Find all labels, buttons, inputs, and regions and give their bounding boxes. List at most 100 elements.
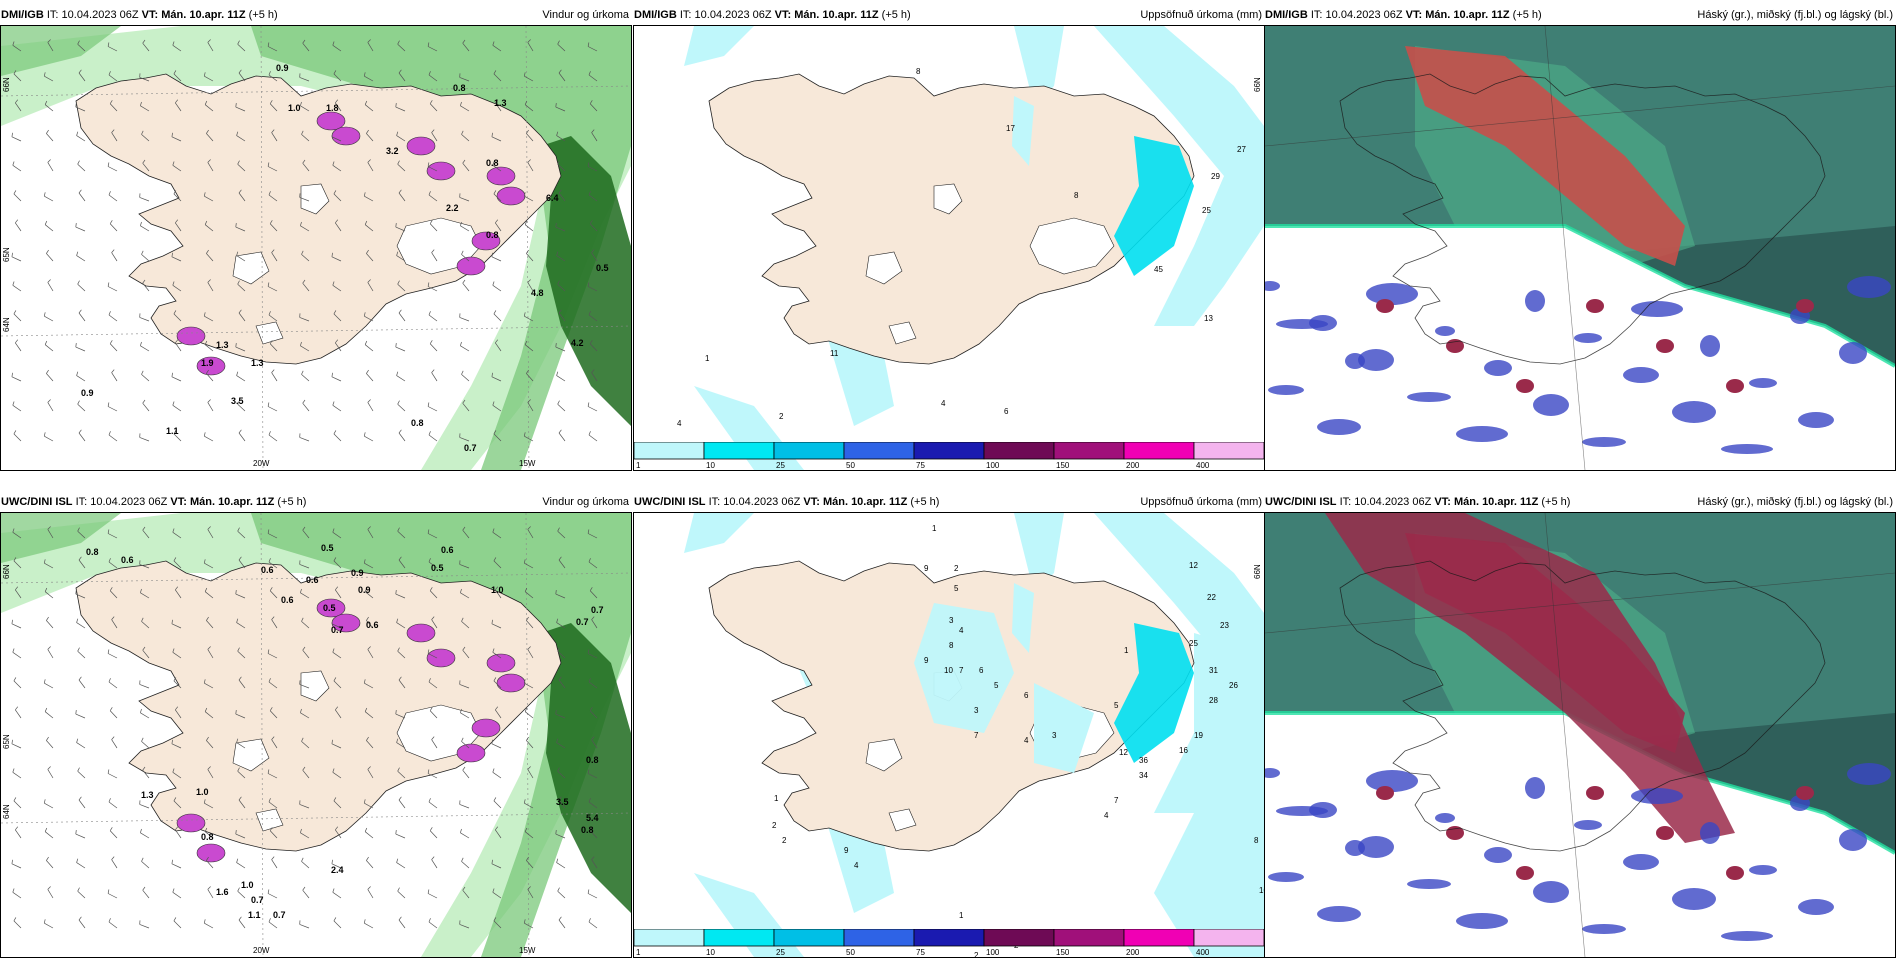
value-label: 1 [932, 524, 937, 533]
colorbar-swatch [1124, 442, 1194, 459]
colorbar-swatch [634, 929, 704, 946]
product-title: Uppsöfnuð úrkoma (mm) [1140, 492, 1262, 512]
it-value: 10.04.2023 06Z [723, 496, 800, 508]
value-label: 6 [1024, 691, 1029, 700]
value-label: 3 [949, 616, 954, 625]
colorbar-label: 10 [706, 461, 715, 470]
source-label: UWC/DINI ISL [1265, 496, 1337, 508]
value-label: 4 [1024, 736, 1029, 745]
it-value: 10.04.2023 06Z [1326, 9, 1403, 21]
panel-header: UWC/DINI ISL IT: 10.04.2023 06Z VT: Mán.… [0, 492, 632, 512]
colorbar-label: 100 [986, 948, 1000, 957]
map-area [1264, 25, 1896, 471]
colorbar-label: 10 [706, 948, 715, 957]
it-label: IT: [709, 496, 721, 508]
value-label: 1.0 [288, 103, 301, 113]
value-label: 4 [854, 861, 859, 870]
colorbar-swatch [844, 929, 914, 946]
value-label: 1.3 [141, 790, 154, 800]
value-label: 17 [1006, 124, 1015, 133]
colorbar-swatch [1054, 929, 1124, 946]
colorbar-label: 50 [846, 948, 855, 957]
value-label: 0.7 [251, 895, 264, 905]
lead-time: (+5 h) [882, 9, 911, 21]
value-label: 10 [944, 666, 953, 675]
product-title: Háský (gr.), miðský (fj.bl.) og lágský (… [1697, 5, 1893, 25]
colorbar-label: 200 [1126, 948, 1140, 957]
vt-label: VT: [142, 9, 159, 21]
value-label: 0.8 [586, 755, 599, 765]
vt-value: Mán. 10.apr. 11Z [823, 496, 907, 508]
value-label: 25 [1189, 639, 1198, 648]
value-label: 0.6 [261, 565, 274, 575]
value-label: 0.6 [441, 545, 454, 555]
lead-time: (+5 h) [910, 496, 939, 508]
it-value: 10.04.2023 06Z [62, 9, 139, 21]
map-svg: 0.80.60.50.90.60.90.50.60.70.71.00.70.50… [1, 513, 631, 957]
value-label: 12 [1189, 561, 1198, 570]
value-label: 0.5 [431, 563, 444, 573]
map-panel-wind: DMI/IGB IT: 10.04.2023 06Z VT: Mán. 10.a… [0, 5, 632, 471]
lead-time: (+5 h) [249, 9, 278, 21]
value-label: 16 [1179, 746, 1188, 755]
map-svg [1265, 513, 1895, 957]
value-label: 8 [949, 641, 954, 650]
panel-header: DMI/IGB IT: 10.04.2023 06Z VT: Mán. 10.a… [633, 5, 1265, 25]
lon-label: 20W [253, 946, 270, 955]
value-label: 1.0 [196, 787, 209, 797]
value-label: 0.7 [591, 605, 604, 615]
lead-time: (+5 h) [277, 496, 306, 508]
colorbar-swatch [914, 929, 984, 946]
colorbar-label: 200 [1126, 461, 1140, 470]
value-label: 0.9 [351, 568, 364, 578]
source-label: DMI/IGB [634, 9, 677, 21]
value-label: 0.7 [464, 443, 477, 453]
value-label: 0.9 [358, 585, 371, 595]
vt-label: VT: [775, 9, 792, 21]
lon-label: 15W [519, 946, 536, 955]
colorbar-swatch [1124, 929, 1194, 946]
value-label: 1.3 [251, 358, 264, 368]
value-label: 7 [974, 731, 979, 740]
value-label: 1.6 [216, 887, 229, 897]
product-title: Háský (gr.), miðský (fj.bl.) og lágský (… [1697, 492, 1893, 512]
value-label: 1.1 [248, 910, 261, 920]
value-label: 5 [1114, 701, 1119, 710]
value-label: 19 [1194, 731, 1203, 740]
vt-value: Mán. 10.apr. 11Z [190, 496, 274, 508]
colorbar-label: 50 [846, 461, 855, 470]
it-label: IT: [680, 9, 692, 21]
value-label: 0.7 [331, 625, 344, 635]
value-label: 7 [959, 666, 964, 675]
value-label: 1.9 [201, 358, 214, 368]
colorbar-label: 150 [1056, 461, 1070, 470]
colorbar-swatch [1054, 442, 1124, 459]
value-label: 4 [959, 626, 964, 635]
colorbar-swatch [984, 442, 1054, 459]
panel-meta: UWC/DINI ISL IT: 10.04.2023 06Z VT: Mán.… [634, 492, 939, 512]
source-label: DMI/IGB [1265, 9, 1308, 21]
map-svg [1265, 26, 1895, 470]
source-label: DMI/IGB [1, 9, 44, 21]
value-label: 0.8 [86, 547, 99, 557]
value-label: 0.8 [201, 832, 214, 842]
map-panel-cloud: UWC/DINI ISL IT: 10.04.2023 06Z VT: Mán.… [1264, 492, 1896, 958]
value-label: 4 [941, 399, 946, 408]
vt-value: Mán. 10.apr. 11Z [794, 9, 878, 21]
value-label: 3.5 [231, 396, 244, 406]
value-label: 8 [1074, 191, 1079, 200]
value-label: 27 [1237, 145, 1246, 154]
colorbar-swatch [774, 442, 844, 459]
value-label: 26 [1229, 681, 1238, 690]
value-label: 13 [1204, 314, 1213, 323]
value-label: 6 [1004, 407, 1009, 416]
value-label: 0.9 [81, 388, 94, 398]
lead-time: (+5 h) [1541, 496, 1570, 508]
colorbar-swatch [774, 929, 844, 946]
value-label: 34 [1139, 771, 1148, 780]
source-label: UWC/DINI ISL [634, 496, 706, 508]
